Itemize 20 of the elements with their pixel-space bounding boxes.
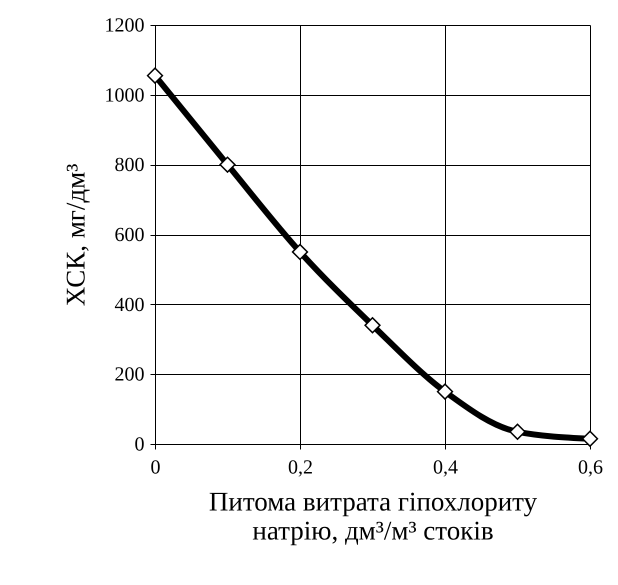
point [582, 430, 598, 447]
y-tick-label: 0 [134, 434, 144, 456]
y-tick-label: 200 [114, 364, 144, 386]
x-axis-title: Питома витрата гіпохлориту натрію, дм³/м³ стоків [208, 486, 538, 546]
x-tick-label: 0,2 [288, 456, 313, 478]
point [219, 156, 236, 173]
point [509, 424, 526, 440]
y-axis-title: ХСК, мг/дм³ [60, 164, 90, 306]
y-tick-label: 800 [114, 154, 144, 176]
y-tick-label: 1200 [104, 14, 144, 36]
x-tick-label: 0,6 [578, 456, 603, 478]
point [436, 383, 454, 400]
point [146, 67, 164, 84]
y-tick-label: 600 [114, 224, 144, 246]
point [364, 317, 381, 334]
y-tick-label: 1000 [104, 84, 144, 106]
x-tick-label: 0 [150, 456, 160, 478]
point [292, 244, 308, 260]
x-tick-label: 0,4 [433, 456, 458, 478]
y-tick-label: 400 [114, 294, 144, 316]
